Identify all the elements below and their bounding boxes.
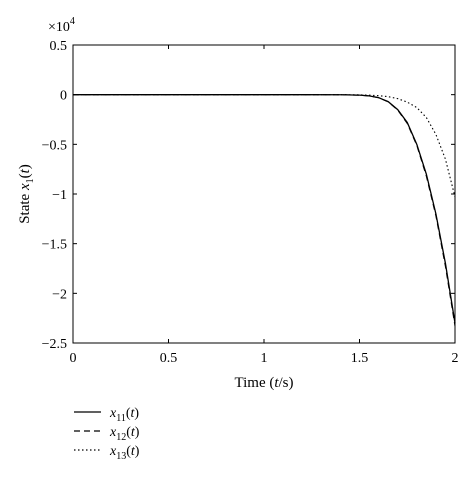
y-axis-multiplier: ×104	[48, 16, 75, 35]
y-tick-label: −2.5	[42, 337, 67, 352]
legend-label: x12(t)	[109, 425, 140, 443]
plot-border	[72, 44, 456, 344]
y-tick-label: −1	[52, 188, 67, 203]
series-line-x11t	[73, 94, 456, 324]
x-tick-label: 1.5	[351, 351, 369, 366]
x-axis-label: Time (t/s)	[234, 375, 293, 391]
series-layer	[73, 94, 456, 327]
y-tick-label: 0.5	[50, 39, 68, 54]
plot-area	[72, 44, 456, 344]
x-tick-label: 0	[70, 351, 77, 366]
series-line-x13t	[73, 94, 456, 198]
x-tick-label: 2	[452, 351, 459, 366]
x-axis: 0 0.5 1 1.5 2	[70, 45, 459, 366]
x-tick-label: 1	[261, 351, 268, 366]
legend-label: x13(t)	[109, 444, 140, 462]
y-tick-label: −1.5	[42, 238, 67, 253]
y-axis: 0.5 0 −0.5 −1 −1.5 −2 −2.5	[42, 39, 455, 352]
y-tick-label: 0	[60, 89, 67, 104]
legend-label: x11(t)	[109, 406, 139, 424]
y-tick-label: −0.5	[42, 138, 67, 153]
x-tick-label: 0.5	[160, 351, 178, 366]
legend: x11(t)x12(t)x13(t)	[74, 406, 140, 462]
y-axis-label: State x1(t)	[17, 164, 36, 224]
y-tick-label: −2	[52, 287, 67, 302]
series-line-x12t	[73, 94, 456, 327]
